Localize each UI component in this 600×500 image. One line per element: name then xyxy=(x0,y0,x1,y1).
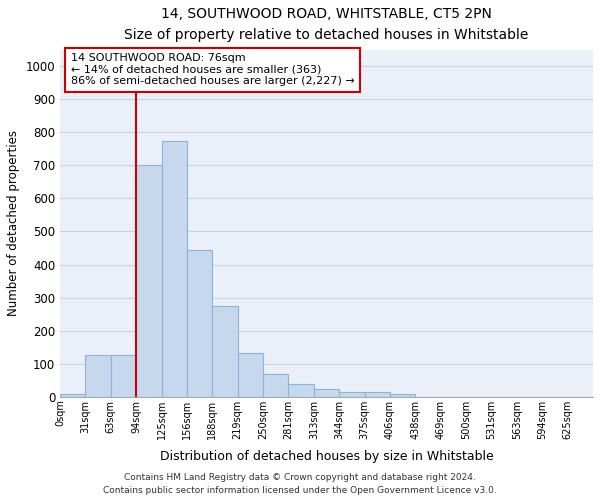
Y-axis label: Number of detached properties: Number of detached properties xyxy=(7,130,20,316)
Bar xyxy=(111,356,136,397)
Text: Contains HM Land Registry data © Crown copyright and database right 2024.
Contai: Contains HM Land Registry data © Crown c… xyxy=(103,474,497,495)
Bar xyxy=(60,394,85,397)
Bar xyxy=(365,392,390,397)
Text: 14 SOUTHWOOD ROAD: 76sqm
← 14% of detached houses are smaller (363)
86% of semi-: 14 SOUTHWOOD ROAD: 76sqm ← 14% of detach… xyxy=(71,53,355,86)
Bar xyxy=(339,392,365,397)
Bar xyxy=(136,166,161,397)
Bar xyxy=(263,374,289,397)
Title: 14, SOUTHWOOD ROAD, WHITSTABLE, CT5 2PN
Size of property relative to detached ho: 14, SOUTHWOOD ROAD, WHITSTABLE, CT5 2PN … xyxy=(124,7,529,42)
Bar xyxy=(314,389,339,397)
Bar xyxy=(85,356,111,397)
Bar xyxy=(212,306,238,397)
Bar xyxy=(390,394,415,397)
Bar xyxy=(289,384,314,397)
Bar xyxy=(238,353,263,397)
Bar xyxy=(161,140,187,397)
Bar xyxy=(187,250,212,397)
X-axis label: Distribution of detached houses by size in Whitstable: Distribution of detached houses by size … xyxy=(160,450,493,463)
